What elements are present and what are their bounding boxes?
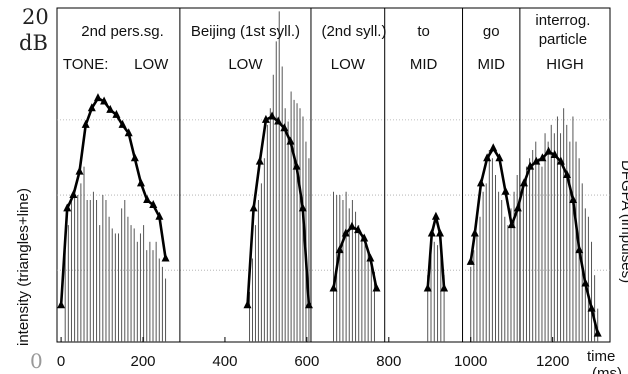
x-tick-label: 600: [294, 353, 319, 370]
intensity-point: [440, 283, 449, 292]
y-axis-left-title: intensity (triangles+line): [15, 188, 32, 346]
intensity-point: [118, 119, 127, 128]
x-tick-label: 400: [212, 353, 237, 370]
tone-label: LOW: [134, 56, 169, 73]
intensity-line: [426, 215, 446, 289]
intensity-point: [335, 245, 344, 254]
segment-title: go: [483, 23, 500, 40]
intensity-point: [69, 190, 78, 199]
tone-label: LOW: [228, 56, 263, 73]
intensity-point: [431, 211, 440, 220]
intensity-point: [360, 233, 369, 242]
intensity-point: [87, 103, 96, 112]
intensity-point: [466, 256, 475, 265]
segment-title: interrog.: [535, 12, 590, 29]
tone-label: MID: [410, 56, 438, 73]
intensity-point: [75, 166, 84, 175]
intensity-point: [489, 143, 498, 152]
intensity-point: [507, 220, 516, 229]
intensity-point: [550, 149, 559, 158]
intensity-point: [286, 136, 295, 145]
intensity-point: [255, 156, 264, 165]
intensity-point: [581, 278, 590, 287]
intensity-point: [366, 253, 375, 262]
intensity-point: [298, 203, 307, 212]
intensity-point: [495, 153, 504, 162]
segment-title: particle: [539, 31, 587, 48]
intensity-point: [304, 300, 313, 309]
y-axis-top-label-20: 20: [22, 5, 49, 29]
intensity-point: [274, 116, 283, 125]
intensity-point: [519, 178, 528, 187]
intensity-point: [538, 153, 547, 162]
x-tick-label: 0: [57, 353, 65, 370]
intensity-point: [562, 170, 571, 178]
intensity-point: [483, 153, 492, 162]
intensity-point: [155, 211, 164, 220]
intensity-point: [556, 156, 565, 165]
intensity-point: [427, 228, 436, 237]
segment-title: to: [417, 23, 430, 40]
intensity-point: [593, 328, 602, 337]
x-tick-label: 1200: [536, 353, 569, 370]
intensity-point: [130, 153, 139, 162]
intensity-point: [436, 228, 445, 237]
intensity-point: [261, 114, 270, 123]
intensity-point: [124, 128, 133, 137]
intensity-point: [280, 123, 289, 132]
intensity-point: [112, 109, 121, 118]
intensity-point: [476, 178, 485, 187]
y-axis-right-title: DFGPA (impulses): [618, 160, 628, 283]
intensity-point: [249, 203, 258, 212]
intensity-point: [513, 203, 522, 212]
intensity-point: [93, 93, 102, 102]
intensity-point: [161, 253, 170, 262]
intensity-point: [501, 186, 510, 195]
intensity-point: [423, 283, 432, 292]
intensity-point: [292, 161, 301, 170]
x-tick-label: 800: [376, 353, 401, 370]
intensity-point: [575, 245, 584, 254]
intensity-point: [526, 161, 535, 170]
segment-title: Beijing (1st syll.): [191, 23, 300, 40]
tone-label: LOW: [331, 56, 366, 73]
plot-area: 0 200 400 600 800 1000 1200 2nd pers.sg. Beijing…: [56, 7, 611, 370]
intensity-point: [100, 96, 109, 105]
intensity-point: [136, 178, 145, 187]
intensity-point: [587, 303, 596, 312]
intensity-point: [372, 283, 381, 292]
intensity-point: [63, 203, 72, 212]
intensity-point: [569, 195, 578, 204]
intensity-point: [470, 228, 479, 237]
intensity-point: [81, 119, 90, 128]
tone-label: MID: [477, 56, 505, 73]
x-axis-title-unit: (ms): [592, 365, 622, 374]
segment-title: 2nd pers.sg.: [81, 23, 164, 40]
y-axis-top-label-db: dB: [19, 31, 48, 55]
intensity-point: [106, 104, 115, 113]
intensity-point: [243, 300, 252, 309]
intensity-point: [544, 146, 553, 155]
intensity-point: [57, 300, 66, 309]
x-tick-label: 1000: [454, 353, 487, 370]
intensity-point: [143, 195, 152, 204]
intensity-point: [329, 283, 338, 292]
intensity-point: [268, 111, 277, 120]
intensity-point: [341, 228, 350, 237]
intensity-point: [532, 156, 541, 165]
x-tick-label: 200: [131, 353, 156, 370]
tone-label: TONE:: [63, 56, 109, 73]
tone-label: HIGH: [546, 56, 584, 73]
y-axis-bottom-label: 0: [30, 349, 43, 373]
segment-title: (2nd syll.): [321, 23, 386, 40]
intensity-point: [347, 221, 356, 230]
intensity-point: [149, 200, 158, 209]
intensity-point: [354, 225, 363, 234]
x-axis-title-time: time: [587, 348, 615, 365]
